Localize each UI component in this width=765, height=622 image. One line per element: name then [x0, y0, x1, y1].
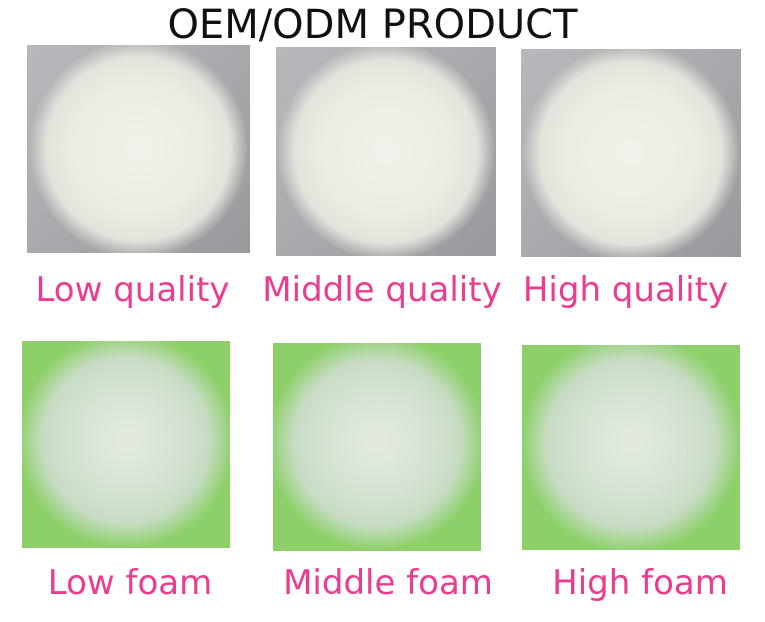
- low-quality-powder-photo: [27, 45, 250, 253]
- low-foam-label: Low foam: [47, 563, 213, 603]
- high-foam-label: High foam: [552, 563, 728, 603]
- middle-foam-label: Middle foam: [283, 563, 493, 603]
- middle-quality-powder-photo: [276, 47, 496, 256]
- high-foam-photo: [522, 345, 740, 550]
- middle-foam-photo: [273, 343, 481, 551]
- middle-quality-label: Middle quality: [262, 270, 502, 310]
- page-title: OEM/ODM PRODUCT: [167, 2, 578, 48]
- high-quality-label: High quality: [522, 270, 729, 310]
- low-quality-label: Low quality: [35, 270, 230, 310]
- low-foam-photo: [22, 341, 230, 548]
- high-quality-powder-photo: [521, 49, 741, 257]
